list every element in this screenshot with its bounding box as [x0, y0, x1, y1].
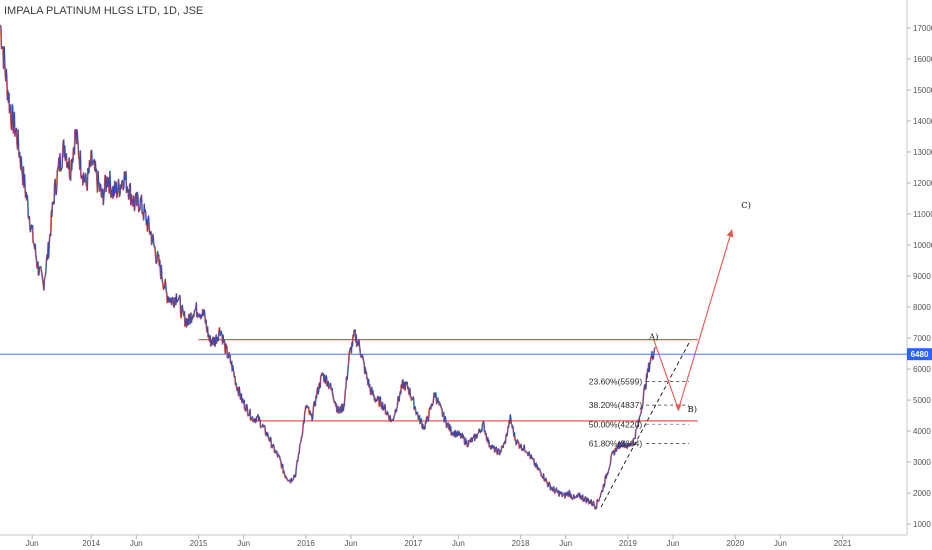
- projection-arrowhead: [726, 229, 734, 238]
- y-tick-label: 7000: [913, 334, 931, 343]
- last-price-marker: 6480: [0, 348, 932, 361]
- last-price-badge: [907, 348, 932, 361]
- last-price-label: 6480: [911, 350, 929, 359]
- x-tick-label: Jun: [559, 539, 572, 548]
- horizontal-levels: [198, 339, 698, 422]
- dashed-trendline: [600, 342, 690, 508]
- fib-level-label: 38.20%(4837): [589, 400, 643, 410]
- x-tick-label: 2015: [190, 539, 208, 548]
- y-tick-label: 5000: [913, 396, 931, 405]
- chart-title: IMPALA PLATINUM HLGS LTD, 1D, JSE: [4, 5, 203, 17]
- fib-level-label: 61.80%(3604): [589, 438, 643, 448]
- wave-label: A): [648, 332, 658, 343]
- x-tick-label: 2017: [404, 539, 422, 548]
- axes: 1000 2000 3000 4000 5000 6000 7000 8000 9000 1000…: [26, 24, 932, 548]
- fib-level-label: 23.60%(5599): [589, 377, 643, 387]
- y-tick-label: 17000: [913, 24, 932, 33]
- y-tick-label: 10000: [913, 241, 932, 250]
- x-tick-label: Jun: [774, 539, 787, 548]
- trendline: [600, 342, 690, 508]
- wave-label: C): [741, 200, 751, 211]
- x-tick-label: 2018: [512, 539, 530, 548]
- y-tick-label: 2000: [913, 489, 931, 498]
- x-tick-label: Jun: [667, 539, 680, 548]
- x-tick-label: Jun: [345, 539, 358, 548]
- y-tick-label: 6000: [913, 365, 931, 374]
- x-tick-label: 2019: [619, 539, 637, 548]
- x-tick-label: Jun: [452, 539, 465, 548]
- x-tick-label: 2014: [82, 539, 100, 548]
- y-tick-label: 12000: [913, 179, 932, 188]
- price-series: [0, 24, 656, 511]
- y-tick-label: 3000: [913, 458, 931, 467]
- y-tick-label: 14000: [913, 117, 932, 126]
- y-tick-label: 8000: [913, 303, 931, 312]
- y-tick-label: 1000: [913, 520, 931, 529]
- y-tick-label: 11000: [913, 210, 932, 219]
- x-tick-label: 2016: [297, 539, 315, 548]
- fib-level-label: 50.00%(4220): [589, 419, 643, 429]
- y-tick-label: 4000: [913, 427, 931, 436]
- x-tick-label: Jun: [26, 539, 39, 548]
- y-tick-label: 16000: [913, 55, 932, 64]
- wave-projection: A) B) C): [648, 200, 751, 415]
- y-tick-label: 15000: [913, 86, 932, 95]
- wave-label: B): [688, 404, 698, 415]
- y-tick-label: 13000: [913, 148, 932, 157]
- x-tick-label: Jun: [237, 539, 250, 548]
- y-tick-label: 9000: [913, 272, 931, 281]
- price-series-line: [0, 24, 656, 510]
- fib-retracement: 23.60%(5599) 38.20%(4837) 50.00%(4220) 61.8…: [589, 377, 690, 448]
- x-tick-label: 2021: [834, 539, 852, 548]
- x-tick-label: Jun: [130, 539, 143, 548]
- x-tick-label: 2020: [726, 539, 744, 548]
- projection-b-marker: [675, 404, 682, 412]
